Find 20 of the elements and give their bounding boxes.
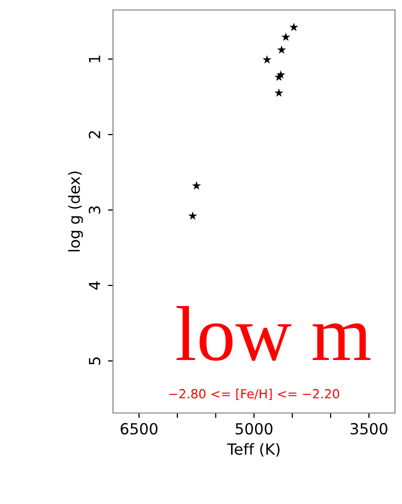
x-tick-label: 3500 (350, 422, 388, 435)
point (274, 88, 284, 97)
point (192, 181, 201, 190)
y-tick-label: 2 (88, 131, 100, 138)
point (262, 55, 272, 64)
y-tick-label: 3 (88, 206, 100, 214)
point (289, 22, 298, 32)
point (277, 45, 286, 54)
annotation: low m (176, 306, 370, 361)
y-tick-label: 4 (88, 281, 100, 290)
x-tick-label: 5000 (236, 422, 272, 435)
y-tick-label: 1 (88, 56, 100, 62)
annotation: −2.80 <= [Fe/H] <= −2.20 (169, 388, 340, 400)
point (281, 32, 290, 41)
point (188, 211, 198, 220)
x-tick-label: 6500 (120, 422, 158, 435)
x-axis-title: Teff (K) (227, 443, 280, 457)
point (274, 72, 284, 81)
y-axis-title: log g (dex) (68, 172, 83, 252)
y-tick-label: 5 (88, 357, 100, 365)
